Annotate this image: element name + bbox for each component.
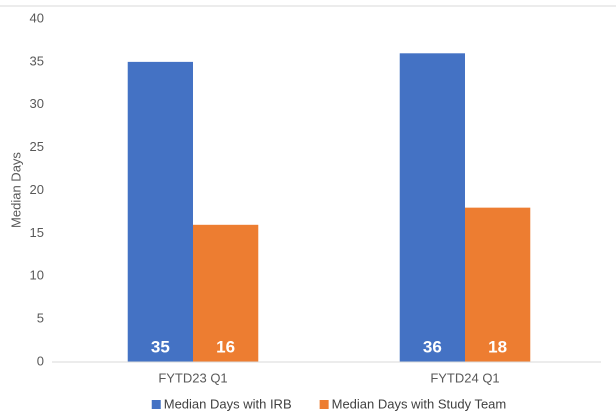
y-tick-label: 15 xyxy=(30,225,44,240)
legend-label: Median Days with IRB xyxy=(164,396,292,411)
y-tick-label: 20 xyxy=(30,182,44,197)
y-tick-label: 40 xyxy=(30,10,44,25)
y-tick-label: 10 xyxy=(30,268,44,283)
bar xyxy=(399,53,465,363)
y-axis-label: Median Days xyxy=(8,152,23,228)
y-tick-label: 25 xyxy=(30,139,44,154)
data-label: 18 xyxy=(488,337,507,356)
y-tick-label: 30 xyxy=(30,96,44,111)
data-label: 35 xyxy=(151,337,170,356)
legend-swatch xyxy=(319,400,329,409)
y-tick-label: 0 xyxy=(37,353,44,368)
y-tick-label: 35 xyxy=(30,53,44,68)
x-tick-label: FYTD24 Q1 xyxy=(430,370,499,385)
y-tick-label: 5 xyxy=(37,311,44,326)
data-label: 36 xyxy=(423,337,442,356)
x-tick-label: FYTD23 Q1 xyxy=(158,370,227,385)
data-label: 16 xyxy=(216,337,235,356)
bar xyxy=(193,224,259,362)
legend-swatch xyxy=(151,400,161,409)
legend-label: Median Days with Study Team xyxy=(332,396,507,411)
bar xyxy=(127,61,193,362)
bar xyxy=(465,207,531,362)
